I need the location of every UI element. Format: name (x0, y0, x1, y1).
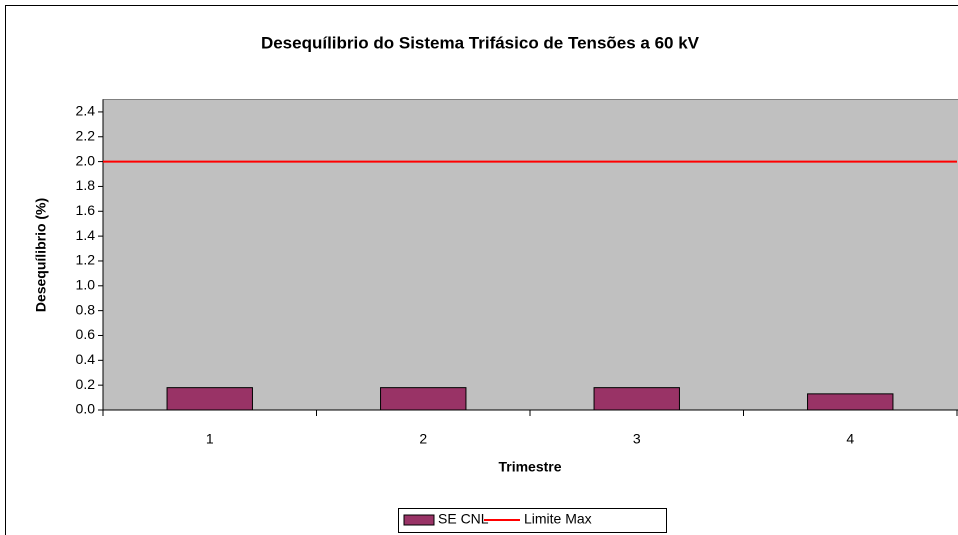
x-tick-label: 4 (846, 431, 854, 447)
y-tick-label: 0.0 (76, 401, 96, 417)
x-tick-label: 2 (419, 431, 427, 447)
y-tick-label: 0.8 (76, 301, 96, 317)
y-tick-label: 0.6 (76, 326, 96, 342)
y-tick-label: 1.6 (76, 202, 96, 218)
legend-label: SE CNL (438, 511, 489, 527)
bar (807, 393, 894, 411)
legend-label: Limite Max (524, 511, 592, 527)
bar (166, 387, 253, 411)
bar (380, 387, 467, 411)
y-tick-label: 0.2 (76, 376, 96, 392)
legend-swatch (403, 514, 435, 526)
y-tick-label: 2.4 (76, 103, 96, 119)
y-tick-label: 2.0 (76, 152, 96, 168)
x-tick-label: 3 (633, 431, 641, 447)
y-axis-label: Desequílibrio (%) (33, 198, 49, 312)
y-tick-label: 1.4 (76, 227, 96, 243)
x-tick-label: 1 (206, 431, 214, 447)
y-tick-label: 2.2 (76, 127, 96, 143)
x-axis-label: Trimestre (498, 459, 561, 475)
y-tick-label: 0.4 (76, 351, 96, 367)
y-tick-label: 1.0 (76, 277, 96, 293)
chart-title: Desequílibrio do Sistema Trifásico de Te… (261, 33, 700, 52)
y-tick-label: 1.2 (76, 252, 96, 268)
bar (593, 387, 680, 411)
y-tick-label: 1.8 (76, 177, 96, 193)
legend-box (398, 508, 667, 533)
plot-area (102, 99, 958, 411)
